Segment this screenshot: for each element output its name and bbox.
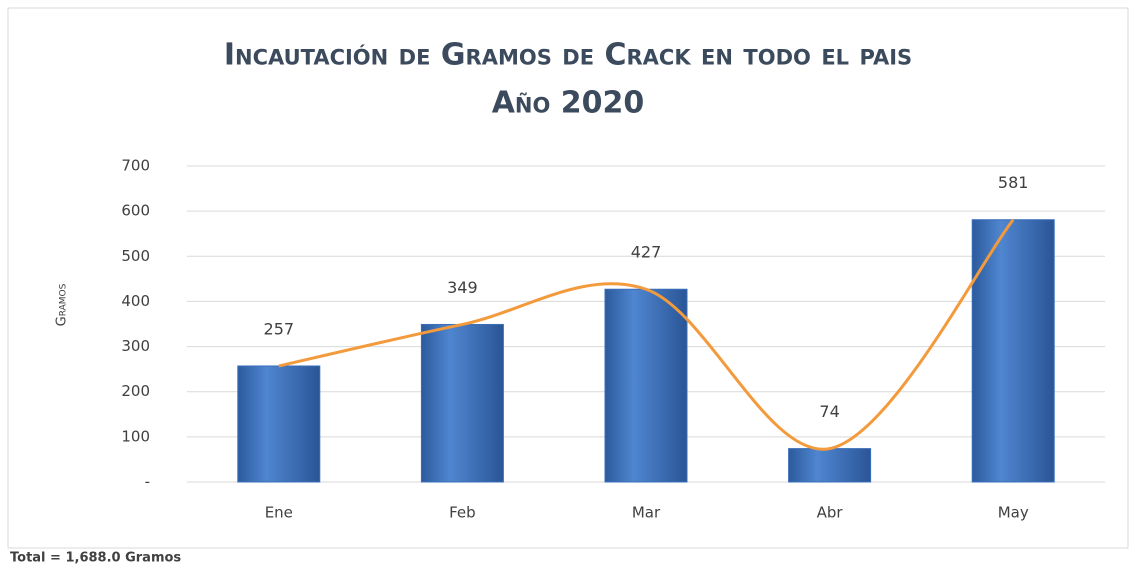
x-tick-label: Feb — [449, 504, 476, 522]
bar — [788, 448, 872, 483]
data-label: 74 — [819, 402, 839, 421]
y-tick-label: 300 — [121, 337, 150, 355]
bar — [604, 288, 688, 483]
bar — [420, 323, 504, 483]
x-tick-label: Ene — [265, 504, 293, 522]
x-tick-label: May — [998, 504, 1029, 522]
y-tick-label: 500 — [121, 247, 150, 265]
x-tick-label: Abr — [817, 504, 844, 522]
y-tick-label: 400 — [121, 292, 150, 310]
x-tick-label: Mar — [632, 504, 661, 522]
footnote: Total = 1,688.0 Gramos — [10, 551, 181, 566]
trend-line — [278, 218, 1015, 451]
y-tick-label: - — [145, 473, 150, 491]
y-tick-label: 200 — [121, 382, 150, 400]
y-tick-label: 600 — [121, 202, 150, 220]
chart-title: Incautación de Gramos de Crack en todo e… — [224, 38, 912, 73]
data-label: 257 — [264, 319, 295, 338]
y-tick-label: 700 — [121, 157, 150, 175]
data-label: 349 — [447, 278, 478, 297]
y-axis-label: Gramos — [55, 283, 70, 326]
chart-subtitle: Año 2020 — [492, 86, 645, 121]
data-label: 427 — [631, 243, 662, 262]
data-label: 581 — [998, 173, 1029, 192]
bar — [237, 365, 321, 483]
bar — [971, 219, 1055, 483]
y-tick-label: 100 — [121, 427, 150, 445]
chart-border — [7, 7, 1129, 549]
